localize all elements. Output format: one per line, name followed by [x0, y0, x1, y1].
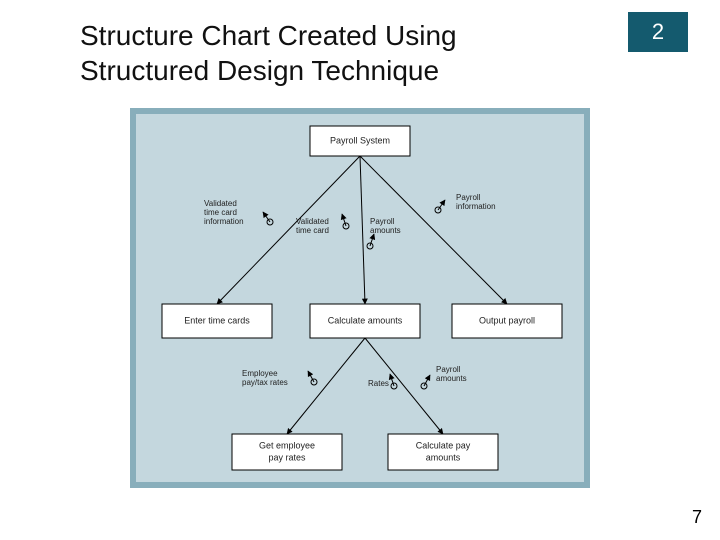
node-out: Output payroll: [452, 304, 562, 338]
svg-text:Employee: Employee: [242, 369, 278, 378]
flow-label: Validatedtime cardinformation: [204, 199, 244, 226]
node-root: Payroll System: [310, 126, 410, 156]
data-couple: [435, 200, 445, 213]
svg-text:Calculate amounts: Calculate amounts: [328, 315, 403, 325]
title-line-1: Structure Chart Created Using: [80, 20, 457, 51]
edge-calc-get: [287, 338, 365, 434]
flow-label: Payrollinformation: [456, 193, 496, 211]
data-couple: [308, 371, 317, 385]
page-title: Structure Chart Created Using Structured…: [80, 18, 560, 88]
svg-text:amounts: amounts: [370, 226, 401, 235]
data-couple: [342, 214, 349, 229]
chapter-badge: 2: [628, 12, 688, 52]
page-number-value: 7: [692, 507, 702, 527]
title-line-2: Structured Design Technique: [80, 55, 439, 86]
edge-root-enter: [217, 156, 360, 304]
flow-label: Validatedtime card: [296, 217, 329, 235]
svg-text:Rates: Rates: [368, 379, 389, 388]
svg-text:Payroll: Payroll: [436, 365, 461, 374]
svg-text:Enter time cards: Enter time cards: [184, 315, 250, 325]
svg-text:pay rates: pay rates: [268, 452, 306, 462]
svg-text:Get employee: Get employee: [259, 440, 315, 450]
flow-label: Payrollamounts: [436, 365, 467, 383]
svg-text:time card: time card: [296, 226, 329, 235]
svg-text:Payroll: Payroll: [370, 217, 395, 226]
flow-label: Payrollamounts: [370, 217, 401, 235]
svg-text:amounts: amounts: [436, 374, 467, 383]
chapter-number: 2: [652, 19, 664, 45]
diagram-background: Payroll System Enter time cards Calculate …: [136, 114, 584, 482]
svg-text:Validated: Validated: [296, 217, 329, 226]
svg-text:pay/tax rates: pay/tax rates: [242, 378, 288, 387]
node-enter: Enter time cards: [162, 304, 272, 338]
svg-text:Validated: Validated: [204, 199, 237, 208]
svg-text:time card: time card: [204, 208, 237, 217]
diagram-frame: Payroll System Enter time cards Calculate …: [130, 108, 590, 488]
svg-text:Output payroll: Output payroll: [479, 315, 535, 325]
node-cpay: Calculate pay amounts: [388, 434, 498, 470]
flow-label: Rates: [368, 379, 389, 388]
svg-text:Payroll: Payroll: [456, 193, 481, 202]
svg-text:Calculate pay: Calculate pay: [416, 440, 471, 450]
svg-text:information: information: [204, 217, 244, 226]
flow-label: Employeepay/tax rates: [242, 369, 288, 387]
svg-text:Payroll System: Payroll System: [330, 135, 390, 145]
data-couple: [263, 212, 273, 225]
svg-text:information: information: [456, 202, 496, 211]
node-calc: Calculate amounts: [310, 304, 420, 338]
edge-root-calc: [360, 156, 365, 304]
svg-text:amounts: amounts: [426, 452, 461, 462]
page-number: 7: [692, 507, 702, 528]
data-couple: [421, 375, 430, 389]
structure-chart: Payroll System Enter time cards Calculate …: [136, 114, 584, 482]
node-get: Get employee pay rates: [232, 434, 342, 470]
data-couple: [367, 234, 374, 249]
